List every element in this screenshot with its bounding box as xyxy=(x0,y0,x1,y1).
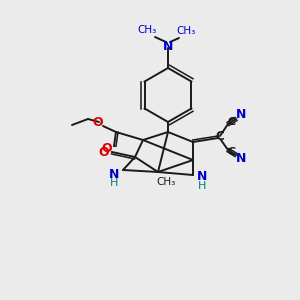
Text: N: N xyxy=(236,152,246,166)
Text: N: N xyxy=(109,169,119,182)
Text: O: O xyxy=(99,146,109,158)
Text: O: O xyxy=(93,116,103,130)
Text: N: N xyxy=(163,40,173,52)
Text: H: H xyxy=(198,181,206,191)
Text: C: C xyxy=(216,130,224,143)
Text: CH₃: CH₃ xyxy=(137,25,157,35)
Text: N: N xyxy=(197,170,207,184)
Text: H: H xyxy=(110,178,118,188)
Text: N: N xyxy=(236,109,246,122)
Text: C: C xyxy=(228,147,236,157)
Text: CH₃: CH₃ xyxy=(156,177,176,187)
Text: O: O xyxy=(102,142,112,154)
Text: CH₃: CH₃ xyxy=(176,26,196,36)
Text: C: C xyxy=(228,117,236,127)
